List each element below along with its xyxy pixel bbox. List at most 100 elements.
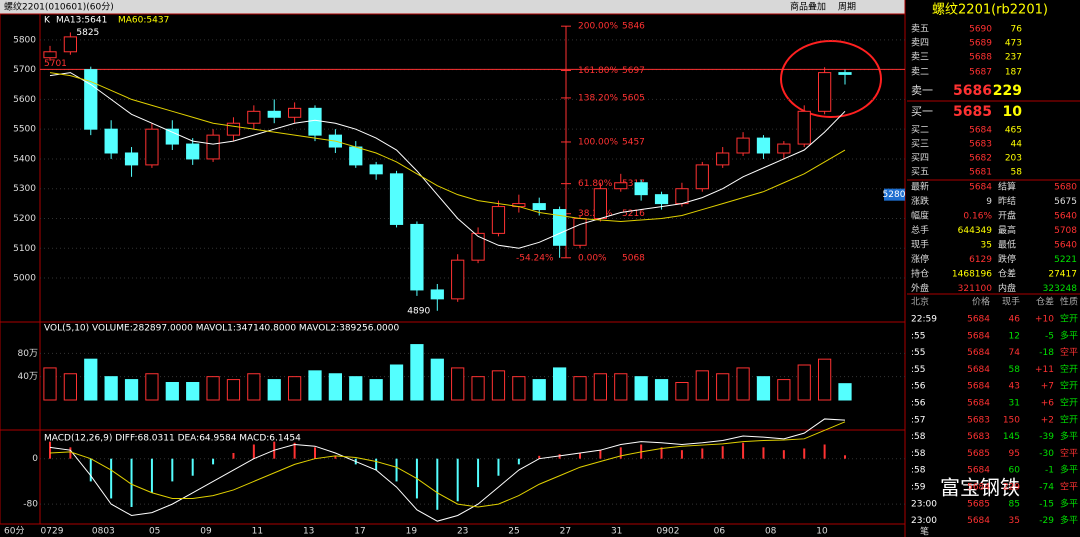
x-tick-label: 0729	[41, 527, 64, 537]
fib-price: 5457	[622, 137, 645, 147]
tick-cell: +7	[1041, 382, 1054, 392]
fib-price: 5216	[622, 209, 645, 219]
stat-value: 323248	[1043, 284, 1078, 294]
tick-cell: :55	[911, 348, 925, 358]
tick-cell: -15	[1039, 499, 1054, 509]
tick-cell: 35	[1009, 516, 1020, 526]
fib-price: 5846	[622, 22, 645, 32]
ticks-header: 性质	[1060, 296, 1078, 308]
fib-extra: -54.24%	[516, 253, 554, 263]
candle-body	[593, 188, 607, 219]
y-tick-label: -80	[23, 500, 38, 510]
volume-bar	[736, 367, 750, 401]
volume-bar	[430, 358, 444, 401]
book-price: 5682	[969, 154, 992, 164]
book-price: 5690	[969, 25, 992, 35]
legend-item: K	[44, 16, 51, 26]
volume-bar	[695, 370, 709, 401]
volume-bar	[63, 373, 78, 401]
x-tick-label: 23	[457, 527, 468, 537]
candle-body	[63, 36, 78, 53]
y-tick-label: 5500	[13, 125, 36, 135]
fib-pct: 200.00%	[578, 22, 618, 32]
volume-bar	[206, 376, 220, 401]
candle-body	[186, 143, 200, 160]
stat-label: 外盘	[911, 282, 929, 294]
volume-bar	[553, 367, 567, 401]
candle-body	[716, 152, 730, 166]
book-volume: 44	[1011, 140, 1023, 150]
volume-bar	[593, 373, 607, 401]
highlight-circle	[780, 40, 882, 118]
stat-label: 昨结	[998, 195, 1016, 207]
ticks-header: 仓差	[1036, 296, 1054, 308]
x-tick-label: 0803	[92, 527, 115, 537]
ma60-line	[49, 72, 846, 222]
tick-cell: 空平	[1060, 481, 1078, 493]
y-tick-label: 5600	[13, 95, 36, 105]
tick-cell: 85	[1009, 499, 1020, 509]
ticks-header: 价格	[972, 296, 990, 308]
volume-bar	[471, 376, 485, 401]
stat-value: 27417	[1048, 270, 1077, 280]
stat-value: 35	[981, 241, 992, 251]
volume-bar	[756, 376, 771, 401]
book-label: 买一	[911, 105, 933, 118]
tick-cell: 5684	[967, 315, 990, 325]
tick-cell: 5685	[967, 499, 990, 509]
book-volume: 10	[1003, 104, 1023, 120]
period-button[interactable]: 周期	[838, 2, 856, 13]
tick-cell: :58	[911, 466, 926, 476]
candle-body	[451, 259, 465, 300]
volume-bar	[818, 358, 832, 401]
volume-bar	[532, 379, 546, 401]
stat-value: 6129	[969, 255, 992, 265]
fib-price: 5317	[622, 179, 645, 189]
tick-cell: +6	[1041, 399, 1055, 409]
stat-label: 涨停	[911, 253, 929, 265]
stat-label: 开盘	[998, 210, 1016, 222]
tick-cell: 23:00	[911, 499, 937, 509]
candle-body	[573, 217, 587, 246]
candle-body	[410, 223, 424, 291]
candle-body	[797, 110, 811, 145]
candle-body	[471, 232, 485, 261]
tick-cell: :56	[911, 399, 926, 409]
y-tick-label: 0	[32, 454, 38, 464]
candle-body	[838, 72, 852, 75]
tick-cell: -18	[1039, 348, 1054, 358]
volume-bar	[288, 376, 302, 401]
overlay-button[interactable]: 商品叠加	[790, 1, 826, 13]
candle-body	[553, 209, 567, 246]
book-label: 买四	[911, 153, 929, 164]
x-tick-label: 25	[508, 527, 519, 537]
y-tick-label: 5800	[13, 35, 36, 45]
tick-cell: 空开	[1060, 380, 1078, 392]
fib-price: 5068	[622, 253, 645, 263]
candle-body	[736, 137, 750, 154]
volume-bar	[43, 367, 57, 401]
tick-cell: +11	[1035, 365, 1054, 375]
book-price: 5688	[969, 53, 992, 63]
dea-line	[49, 421, 846, 508]
tick-cell: 22:59	[911, 315, 937, 325]
tick-cell: 多平	[1060, 464, 1078, 476]
volume-bar	[165, 382, 179, 401]
legend-item: MA13:5641	[56, 16, 107, 26]
candle-body	[145, 128, 159, 166]
y-tick-label: 80万	[18, 349, 38, 359]
tick-cell: +10	[1035, 315, 1054, 325]
candle-body	[695, 164, 709, 190]
volume-bar	[186, 382, 200, 401]
book-price: 5686	[953, 83, 992, 99]
tick-cell: 5684	[967, 382, 990, 392]
tick-cell: 46	[1009, 315, 1021, 325]
tick-cell: 多平	[1060, 430, 1078, 442]
stat-value: 5680	[1054, 183, 1077, 193]
x-tick-label: 09	[200, 527, 212, 537]
book-label: 卖二	[911, 67, 929, 78]
stat-label: 总手	[911, 224, 929, 236]
tick-cell: 5683	[967, 415, 990, 425]
volume-bar	[838, 383, 852, 401]
